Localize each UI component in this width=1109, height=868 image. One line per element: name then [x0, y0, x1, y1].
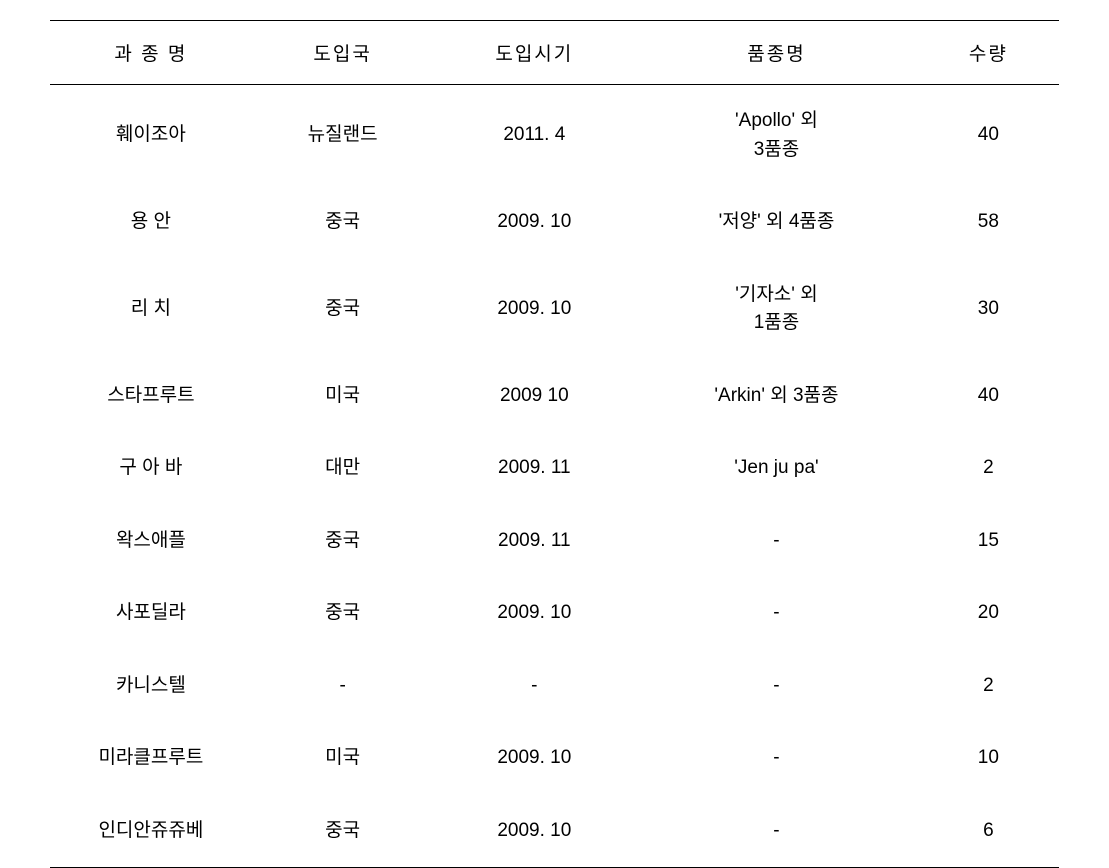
cell-date: -: [433, 650, 635, 723]
table-row: 리 치 중국 2009. 10 '기자소' 외1품종 30: [50, 259, 1059, 360]
cell-country: -: [252, 650, 434, 723]
cell-quantity: 40: [918, 85, 1059, 187]
cell-quantity: 2: [918, 650, 1059, 723]
cell-quantity: 58: [918, 186, 1059, 259]
cell-date: 2009. 10: [433, 722, 635, 795]
cell-country: 중국: [252, 186, 434, 259]
table-row: 왁스애플 중국 2009. 11 - 15: [50, 505, 1059, 578]
table-row: 구 아 바 대만 2009. 11 'Jen ju pa' 2: [50, 432, 1059, 505]
table-row: 훼이조아 뉴질랜드 2011. 4 'Apollo' 외3품종 40: [50, 85, 1059, 187]
table-row: 스타프루트 미국 2009 10 'Arkin' 외 3품종 40: [50, 360, 1059, 433]
cell-quantity: 20: [918, 577, 1059, 650]
cell-country: 중국: [252, 577, 434, 650]
cell-quantity: 10: [918, 722, 1059, 795]
cell-date: 2009. 10: [433, 795, 635, 868]
cell-date: 2011. 4: [433, 85, 635, 187]
cell-country: 중국: [252, 259, 434, 360]
cell-fruit-name: 인디안쥬쥬베: [50, 795, 252, 868]
table-row: 미라클프루트 미국 2009. 10 - 10: [50, 722, 1059, 795]
header-cultivar: 품종명: [635, 21, 918, 85]
cell-quantity: 6: [918, 795, 1059, 868]
cell-fruit-name: 리 치: [50, 259, 252, 360]
cell-quantity: 15: [918, 505, 1059, 578]
cell-quantity: 2: [918, 432, 1059, 505]
cell-date: 2009. 11: [433, 432, 635, 505]
cell-fruit-name: 사포딜라: [50, 577, 252, 650]
cell-country: 중국: [252, 505, 434, 578]
cell-quantity: 30: [918, 259, 1059, 360]
cell-cultivar: 'Apollo' 외3품종: [635, 85, 918, 187]
table-row: 사포딜라 중국 2009. 10 - 20: [50, 577, 1059, 650]
fruit-import-table: 과 종 명 도입국 도입시기 품종명 수량 훼이조아 뉴질랜드 2011. 4 …: [50, 20, 1059, 868]
table-row: 카니스텔 - - - 2: [50, 650, 1059, 723]
cell-fruit-name: 왁스애플: [50, 505, 252, 578]
cell-fruit-name: 구 아 바: [50, 432, 252, 505]
cell-cultivar: '저양' 외 4품종: [635, 186, 918, 259]
header-country: 도입국: [252, 21, 434, 85]
cell-cultivar: -: [635, 505, 918, 578]
cell-country: 미국: [252, 360, 434, 433]
cell-cultivar: -: [635, 577, 918, 650]
cell-fruit-name: 미라클프루트: [50, 722, 252, 795]
cell-date: 2009. 10: [433, 577, 635, 650]
cell-country: 대만: [252, 432, 434, 505]
cell-cultivar: -: [635, 795, 918, 868]
table-body: 훼이조아 뉴질랜드 2011. 4 'Apollo' 외3품종 40 용 안 중…: [50, 85, 1059, 868]
cell-date: 2009. 10: [433, 186, 635, 259]
cell-cultivar: '기자소' 외1품종: [635, 259, 918, 360]
cell-fruit-name: 카니스텔: [50, 650, 252, 723]
header-fruit-name: 과 종 명: [50, 21, 252, 85]
cell-country: 미국: [252, 722, 434, 795]
cell-cultivar: -: [635, 722, 918, 795]
cell-date: 2009 10: [433, 360, 635, 433]
cell-fruit-name: 훼이조아: [50, 85, 252, 187]
cell-date: 2009. 11: [433, 505, 635, 578]
cell-quantity: 40: [918, 360, 1059, 433]
header-date: 도입시기: [433, 21, 635, 85]
header-quantity: 수량: [918, 21, 1059, 85]
cell-fruit-name: 스타프루트: [50, 360, 252, 433]
cell-cultivar: -: [635, 650, 918, 723]
table-row: 인디안쥬쥬베 중국 2009. 10 - 6: [50, 795, 1059, 868]
cell-fruit-name: 용 안: [50, 186, 252, 259]
table-row: 용 안 중국 2009. 10 '저양' 외 4품종 58: [50, 186, 1059, 259]
cell-cultivar: 'Jen ju pa': [635, 432, 918, 505]
cell-country: 중국: [252, 795, 434, 868]
cell-date: 2009. 10: [433, 259, 635, 360]
table-header-row: 과 종 명 도입국 도입시기 품종명 수량: [50, 21, 1059, 85]
cell-country: 뉴질랜드: [252, 85, 434, 187]
cell-cultivar: 'Arkin' 외 3품종: [635, 360, 918, 433]
